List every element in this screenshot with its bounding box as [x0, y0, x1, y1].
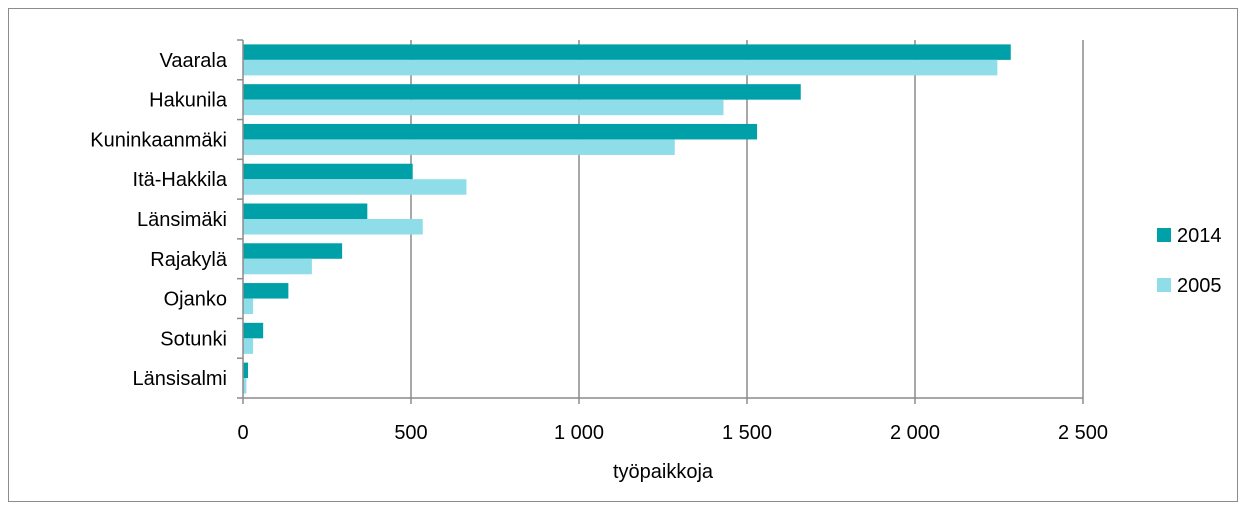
x-tick-label: 1 000: [554, 422, 604, 444]
bar-2005-3: [243, 179, 467, 195]
category-label: Ojanko: [164, 289, 227, 311]
bar-2005-2: [243, 139, 675, 155]
bar-2005-5: [243, 258, 312, 275]
bar-2014-5: [243, 243, 343, 259]
bar-2014-8: [243, 362, 249, 379]
bar-2014-7: [243, 322, 264, 339]
bar-2014-3: [243, 163, 413, 180]
bar-2005-8: [243, 378, 247, 394]
x-tick-label: 0: [237, 422, 248, 444]
axes: [237, 39, 1084, 404]
bar-2005-6: [243, 298, 254, 315]
x-tick-label: 1 500: [722, 422, 772, 444]
category-label: Sotunki: [160, 328, 227, 350]
bar-2005-0: [243, 59, 998, 76]
legend-swatch-2005: [1157, 278, 1171, 292]
category-label: Kuninkaanmäki: [90, 129, 227, 151]
category-label: Länsimäki: [137, 209, 227, 231]
category-label: Rajakylä: [150, 249, 228, 271]
x-tick-label: 2 000: [890, 422, 940, 444]
bars: [243, 44, 1011, 394]
x-tick-label: 500: [394, 422, 427, 444]
bar-2005-7: [243, 338, 254, 354]
category-label: Itä-Hakkila: [133, 169, 228, 191]
bar-2014-6: [243, 283, 289, 299]
legend-label-2005: 2005: [1177, 275, 1222, 297]
bar-2014-0: [243, 44, 1011, 60]
x-tick-label: 2 500: [1058, 422, 1108, 444]
category-label: Hakunila: [149, 90, 228, 112]
legend: 2014 2005: [1157, 225, 1222, 297]
x-tick-labels: 0 500 1 000 1 500 2 000 2 500: [237, 422, 1108, 444]
bar-2014-1: [243, 84, 801, 100]
bar-2005-1: [243, 99, 724, 116]
legend-swatch-2014: [1157, 228, 1171, 242]
bar-2014-4: [243, 203, 368, 219]
bar-2014-2: [243, 123, 758, 140]
category-labels: Vaarala Hakunila Kuninkaanmäki Itä-Hakkila L…: [90, 50, 228, 390]
category-label: Länsisalmi: [133, 368, 227, 390]
x-axis-title: työpaikkoja: [613, 461, 714, 483]
legend-label-2014: 2014: [1177, 225, 1222, 247]
bar-2005-4: [243, 219, 423, 235]
category-label: Vaarala: [160, 50, 228, 72]
